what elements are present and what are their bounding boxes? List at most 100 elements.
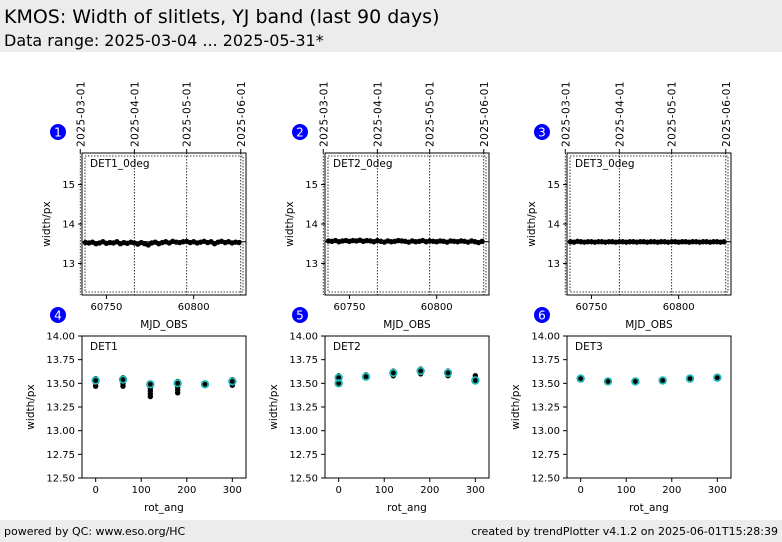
chart1-y-tick-label-0: 13: [62, 259, 75, 270]
chart5-y-tick-label-5: 13.75: [289, 355, 318, 366]
chart4-y-tick-label-0: 12.50: [46, 474, 75, 485]
chart6-data-point-1: [605, 378, 611, 385]
chart1-panel-label: DET1_0deg: [90, 158, 150, 170]
chart3-y-tick-label-2: 15: [547, 180, 560, 191]
chart3-x-tick-label-1: 60800: [663, 302, 695, 313]
chart6-y-tick-label-2: 13.00: [531, 426, 560, 437]
chart3-axes-frame: [566, 152, 732, 296]
chart5-x-axis-label: rot_ang: [387, 502, 427, 514]
chart3-number-badge-label: 3: [538, 126, 546, 140]
chart1-date-tick-label-2: 2025-05-01: [182, 81, 194, 147]
chart6-y-axis-label: width/px: [510, 384, 522, 429]
chart6-axes-frame: [566, 335, 732, 479]
chart5-mean-marker-3: [389, 368, 398, 378]
chart4-mean-marker-2: [146, 380, 155, 389]
chart4-mean-marker-0: [91, 376, 100, 385]
chart4-panel-label: DET1: [90, 341, 118, 353]
chart5-mean-marker-1: [334, 373, 343, 382]
chart5-axes-frame: [324, 335, 490, 479]
chart6-x-tick-label-2: 200: [662, 485, 681, 496]
chart4-y-tick-label-2: 13.00: [46, 426, 75, 437]
chart6-number-badge-label: 6: [538, 309, 546, 323]
chart4-x-tick-label-1: 100: [132, 485, 151, 496]
chart2-number-badge: [292, 124, 308, 140]
chart1-date-tick-label-1: 2025-04-01: [129, 81, 141, 147]
chart3-x-axis-label: MJD_OBS: [625, 319, 673, 331]
chart4-y-tick-label-4: 13.50: [46, 379, 75, 390]
chart3-data-point-44: [721, 239, 727, 245]
chart2-y-tick-label-1: 14: [305, 220, 318, 231]
chart3-number-badge: [534, 124, 550, 140]
chart3-date-tick-label-3: 2025-06-01: [721, 81, 733, 147]
chart4-y-axis-label: width/px: [25, 384, 37, 429]
chart6-data-point-3: [659, 377, 666, 384]
chart2-date-tick-label-1: 2025-04-01: [372, 81, 384, 147]
chart6-x-tick-label-0: 0: [577, 485, 583, 496]
chart2-x-tick-label-0: 60750: [334, 302, 366, 313]
chart6-data-point-4: [687, 375, 693, 382]
chart4-y-tick-label-5: 13.75: [46, 355, 75, 366]
chart1-x-tick-label-1: 60800: [178, 302, 210, 313]
chart6-mean-marker-0: [576, 374, 585, 383]
chart2-data-point-44: [479, 238, 485, 245]
chart5-x-tick-label-3: 300: [466, 485, 485, 496]
chart6-mean-marker-2: [631, 377, 640, 386]
chart6-number-badge: [534, 307, 550, 323]
chart6-data-point-5: [714, 374, 721, 381]
chart4-axes-frame: [81, 335, 247, 479]
chart5-number-badge: [292, 307, 308, 323]
chart4-y-tick-label-3: 13.25: [46, 403, 75, 414]
chart1-inner-dotted-frame: [84, 155, 244, 293]
chart6-panel-label: DET3: [575, 341, 603, 353]
chart3-date-tick-label-0: 2025-03-01: [560, 81, 572, 147]
chart1-date-tick-label-0: 2025-03-01: [75, 81, 87, 147]
chart4-mean-marker-5: [228, 377, 237, 386]
chart5-panel-label: DET2: [333, 341, 361, 353]
data-range-subtitle: Data range: 2025-03-04 ... 2025-05-31*: [4, 31, 324, 50]
chart2-x-tick-label-1: 60800: [421, 302, 453, 313]
chart2-date-tick-label-0: 2025-03-01: [318, 81, 330, 147]
chart1-date-tick-label-3: 2025-06-01: [236, 81, 248, 147]
chart4-mean-marker-1: [118, 375, 128, 384]
chart4-y-tick-label-6: 14.00: [46, 332, 75, 343]
chart4-x-tick-label-3: 300: [223, 485, 242, 496]
report-title: KMOS: Width of slitlets, YJ band (last 9…: [4, 6, 440, 28]
chart5-y-tick-label-4: 13.50: [289, 379, 318, 390]
chart2-date-tick-label-3: 2025-06-01: [479, 81, 491, 147]
report-footer: powered by QC: www.eso.org/HC created by…: [0, 520, 782, 542]
chart4-x-tick-label-0: 0: [92, 485, 98, 496]
plot-grid: 2025-03-01 2025-04-01 2025-05-01 2025-06-01…: [25, 81, 733, 514]
chart4-mean-marker-3: [173, 379, 182, 388]
chart5-y-tick-label-6: 14.00: [289, 332, 318, 343]
chart2-y-tick-label-2: 15: [305, 180, 318, 191]
chart5-mean-marker-4: [416, 366, 425, 376]
chart4-mean-marker-4: [200, 380, 210, 389]
chart6-x-tick-label-3: 300: [708, 485, 727, 496]
chart4-y-tick-label-1: 12.75: [46, 450, 75, 461]
chart6-data-point-2: [632, 378, 639, 385]
footer-credit: powered by QC: www.eso.org/HC: [4, 525, 186, 538]
chart1-x-axis-label: MJD_OBS: [140, 319, 188, 331]
chart3-panel-label: DET3_0deg: [575, 158, 635, 170]
chart1-x-tick-label-0: 60750: [91, 302, 123, 313]
footer-generator: created by trendPlotter v4.1.2 on 2025-0…: [471, 525, 778, 538]
chart3-date-tick-label-1: 2025-04-01: [614, 81, 626, 147]
chart3-date-tick-label-2: 2025-05-01: [667, 81, 679, 147]
chart5-y-tick-label-0: 12.50: [289, 474, 318, 485]
chart6-x-axis-label: rot_ang: [629, 502, 669, 514]
chart1-data-point-44: [236, 239, 242, 246]
chart5-number-badge-label: 5: [296, 309, 304, 323]
chart6-y-tick-label-3: 13.25: [531, 403, 560, 414]
chart5-y-tick-label-2: 13.00: [289, 426, 318, 437]
chart6-mean-marker-1: [603, 377, 613, 386]
chart3-x-tick-label-0: 60750: [576, 302, 608, 313]
chart3-inner-dotted-frame: [569, 155, 729, 293]
chart4-x-tick-label-2: 200: [177, 485, 196, 496]
chart6-x-tick-label-1: 100: [617, 485, 636, 496]
chart1-y-tick-label-1: 14: [62, 220, 75, 231]
chart2-axes-frame: [324, 152, 490, 296]
chart5-mean-marker-0: [334, 379, 343, 388]
chart2-number-badge-label: 2: [296, 126, 304, 140]
chart6-mean-marker-4: [685, 374, 695, 383]
chart3-y-tick-label-1: 14: [547, 220, 560, 231]
